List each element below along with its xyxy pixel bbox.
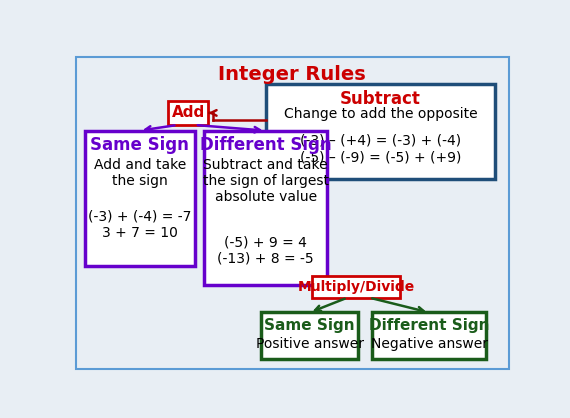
Text: Different Sign: Different Sign	[200, 136, 331, 154]
FancyBboxPatch shape	[204, 130, 328, 285]
FancyBboxPatch shape	[312, 276, 400, 298]
FancyBboxPatch shape	[169, 101, 208, 125]
Text: (-3) – (+4) = (-3) + (-4)
(-5) – (-9) = (-5) + (+9): (-3) – (+4) = (-3) + (-4) (-5) – (-9) = …	[300, 134, 461, 164]
FancyBboxPatch shape	[372, 313, 487, 359]
Text: Change to add the opposite: Change to add the opposite	[284, 107, 477, 121]
Text: Same Sign: Same Sign	[264, 318, 355, 333]
Text: Integer Rules: Integer Rules	[218, 65, 366, 84]
Text: Different Sign: Different Sign	[369, 318, 489, 333]
FancyBboxPatch shape	[84, 130, 195, 266]
Text: Subtract and take
the sign of largest
absolute value: Subtract and take the sign of largest ab…	[202, 158, 329, 204]
Text: Negative answer: Negative answer	[370, 336, 487, 351]
Text: Same Sign: Same Sign	[90, 136, 189, 154]
Text: Subtract: Subtract	[340, 90, 421, 108]
FancyBboxPatch shape	[261, 313, 359, 359]
Text: Positive answer: Positive answer	[256, 336, 364, 351]
Text: Multiply/Divide: Multiply/Divide	[298, 280, 415, 294]
Text: (-5) + 9 = 4
(-13) + 8 = -5: (-5) + 9 = 4 (-13) + 8 = -5	[217, 235, 314, 265]
Text: Add: Add	[172, 105, 205, 120]
Text: Add and take
the sign: Add and take the sign	[93, 158, 186, 188]
FancyBboxPatch shape	[76, 56, 508, 369]
Text: (-3) + (-4) = -7
3 + 7 = 10: (-3) + (-4) = -7 3 + 7 = 10	[88, 209, 192, 240]
FancyBboxPatch shape	[266, 84, 495, 179]
